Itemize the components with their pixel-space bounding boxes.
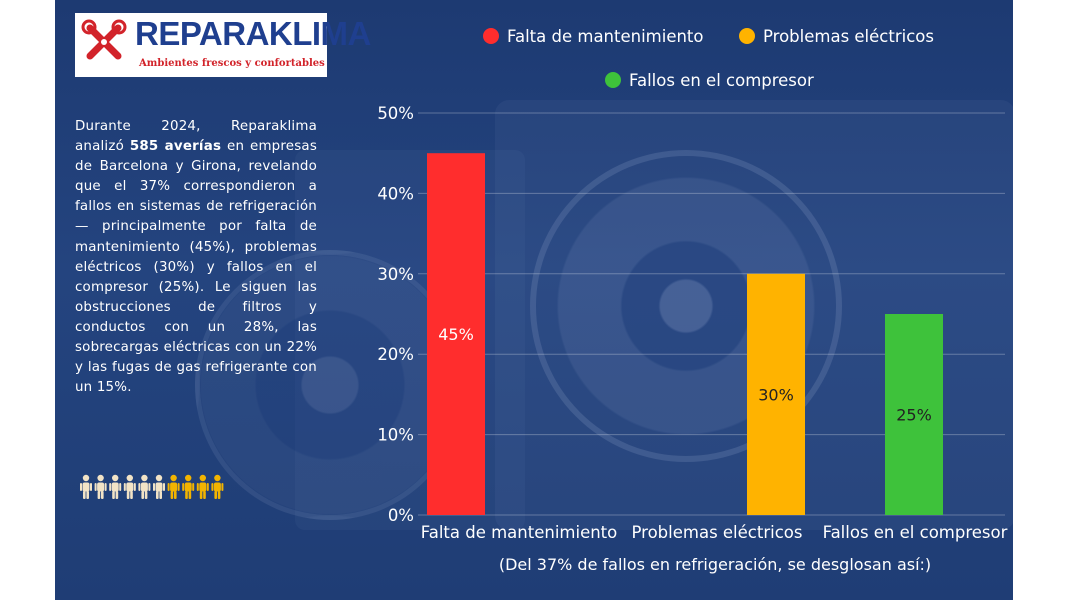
- person-icon: [138, 474, 151, 499]
- legend-label: Problemas eléctricos: [763, 27, 934, 46]
- legend-swatch: [483, 28, 499, 44]
- chart-axes: 0% 10% 20% 30% 40% 50% Falta de mantenimiento P…: [377, 104, 1007, 542]
- legend-swatch: [605, 72, 621, 88]
- bar: [885, 314, 943, 515]
- y-tick-label: 0%: [388, 506, 414, 525]
- chart-legend: Falta de mantenimiento Problemas eléctric…: [483, 27, 934, 90]
- bar: [427, 153, 485, 515]
- y-tick-label: 20%: [377, 345, 414, 364]
- x-category-label: Fallos en el compresor: [823, 523, 1008, 542]
- person-icon: [123, 474, 136, 499]
- brand-name: REPARAKLIMA: [135, 15, 371, 52]
- description-text: Durante 2024, Reparaklima analizó 585 av…: [75, 117, 317, 398]
- y-tick-label: 50%: [377, 104, 414, 123]
- person-icon: [80, 474, 92, 499]
- bar: [747, 273, 805, 515]
- person-icon: [196, 474, 209, 499]
- bar-value-label: 30%: [758, 385, 794, 404]
- legend-label: Fallos en el compresor: [629, 71, 814, 90]
- person-icon: [211, 474, 224, 499]
- person-icon: [94, 474, 107, 499]
- background-fan-image: [195, 250, 465, 520]
- bar-value-label: 45%: [438, 325, 474, 344]
- chart-caption: (Del 37% de fallos en refrigeración, se …: [499, 555, 931, 574]
- description-part: Durante 2024, Reparaklima analizó: [75, 119, 317, 155]
- person-icon: [153, 474, 165, 499]
- person-icon: [167, 474, 180, 499]
- person-icon: [182, 474, 195, 499]
- tools-icon: [81, 19, 127, 60]
- brand-logo: REPARAKLIMA Ambientes frescos y conforta…: [75, 13, 371, 77]
- person-icon: [109, 474, 122, 499]
- people-icons: [80, 474, 224, 499]
- chart-bars: 45% 30% 25%: [427, 153, 943, 515]
- brand-tagline: Ambientes frescos y confortables: [139, 58, 325, 69]
- legend-label: Falta de mantenimiento: [507, 27, 704, 46]
- description-highlight: 585 averías: [129, 139, 222, 155]
- legend-swatch: [739, 28, 755, 44]
- x-category-label: Problemas eléctricos: [632, 523, 803, 542]
- x-category-label: Falta de mantenimiento: [421, 523, 618, 542]
- description-part: en empresas de Barcelona y Girona, revel…: [75, 139, 317, 396]
- y-tick-label: 40%: [377, 184, 414, 203]
- y-tick-label: 30%: [377, 265, 414, 284]
- y-tick-label: 10%: [377, 426, 414, 445]
- bar-value-label: 25%: [896, 406, 932, 425]
